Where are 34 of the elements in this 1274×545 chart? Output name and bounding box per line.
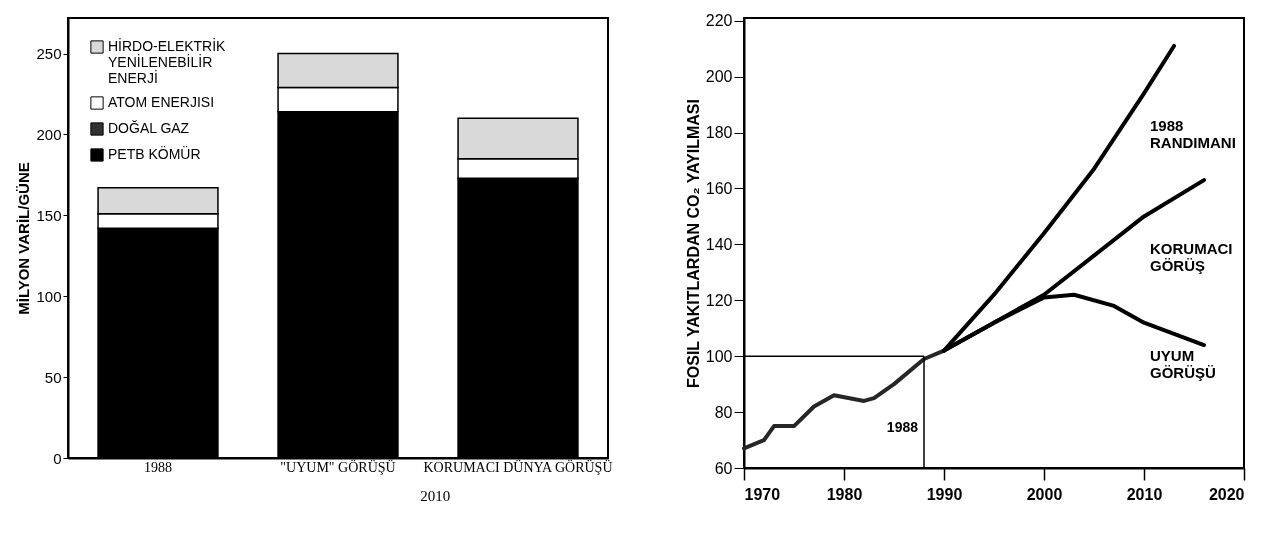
x-tick-label: 1990: [926, 485, 963, 503]
y-tick-label: 80: [714, 403, 733, 421]
x-tick-label: 1988: [144, 459, 172, 475]
y-tick-label: 220: [705, 12, 733, 30]
x-tick-label: 1980: [826, 485, 863, 503]
y-tick-label: 200: [36, 125, 62, 143]
x-tick-label: "UYUM" GÖRÜŞÜ: [280, 458, 396, 475]
legend-label: DOĞAL GAZ: [108, 120, 190, 136]
legend-label: ATOM ENERJISI: [108, 94, 215, 110]
y-axis-title: FOSIL YAKITLARDAN CO₂ YAYILMASI: [684, 99, 702, 388]
y-tick-label: 150: [36, 206, 62, 224]
series-label: KORUMACI GÖRÜŞ: [1150, 240, 1233, 275]
y-axis-title: MİLYON VARİL/GÜNE: [15, 162, 33, 315]
y-tick-label: 120: [705, 291, 733, 309]
y-tick-label: 0: [53, 449, 62, 467]
series-label: UYUM GÖRÜŞÜ: [1150, 346, 1216, 381]
y-tick-label: 60: [714, 459, 733, 477]
x-tick-label: 2000: [1026, 485, 1063, 503]
ref-line-label: 1988: [886, 419, 919, 435]
legend-label: PETB KÖMÜR: [108, 145, 201, 162]
x-tick-label: 1970: [744, 485, 781, 503]
y-tick-label: 140: [705, 235, 733, 253]
x-tick-label: 2010: [1126, 485, 1163, 503]
x-tick-label: 2020: [1208, 485, 1245, 503]
y-tick-label: 250: [36, 45, 62, 63]
series-label: 1988 RANDIMANI: [1150, 117, 1236, 152]
y-tick-label: 100: [705, 347, 733, 365]
y-tick-label: 160: [705, 180, 733, 197]
y-tick-label: 50: [44, 368, 62, 386]
y-tick-label: 200: [705, 68, 733, 86]
y-tick-label: 100: [36, 287, 62, 305]
x-tick-label: KORUMACI DÜNYA GÖRÜŞÜ: [423, 458, 613, 475]
y-tick-label: 180: [705, 124, 733, 142]
legend-label: HİRDO-ELEKTRİK YENİLENEBİLİR ENERJİ: [108, 37, 227, 86]
